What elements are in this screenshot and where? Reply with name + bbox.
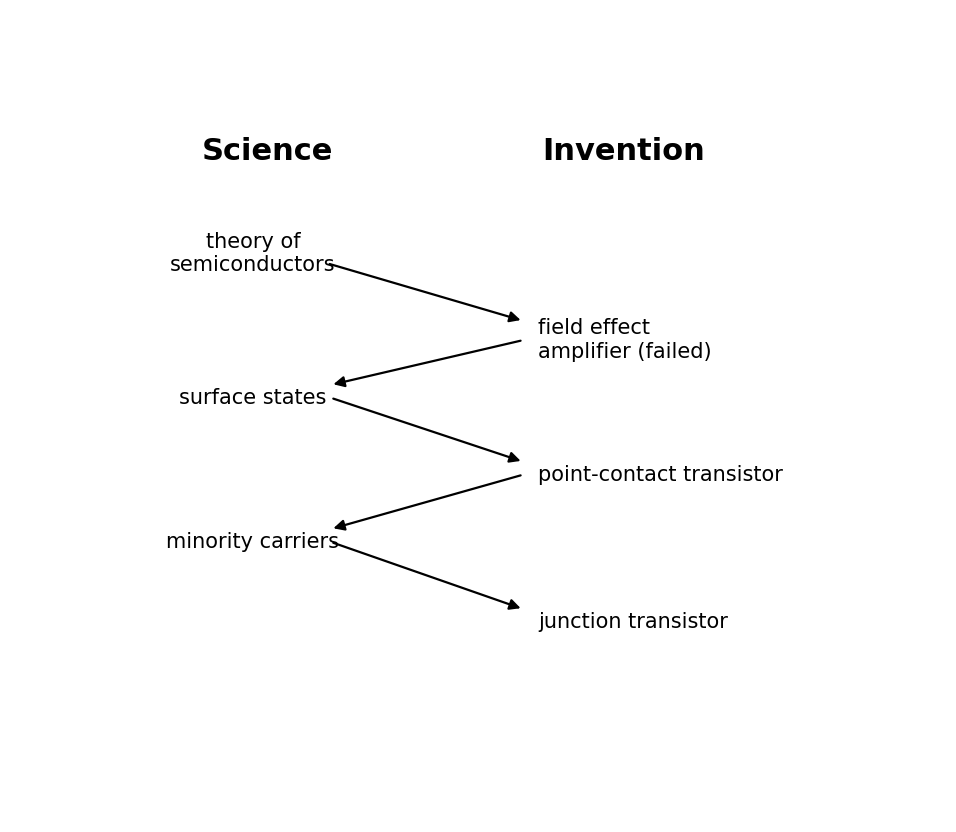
Text: junction transistor: junction transistor (538, 612, 728, 632)
Text: Science: Science (202, 136, 334, 166)
Text: field effect
amplifier (failed): field effect amplifier (failed) (538, 319, 711, 362)
Text: theory of
semiconductors: theory of semiconductors (170, 232, 336, 275)
Text: Invention: Invention (542, 136, 705, 166)
Text: minority carriers: minority carriers (166, 532, 339, 552)
Text: point-contact transistor: point-contact transistor (538, 464, 783, 484)
Text: surface states: surface states (179, 388, 327, 408)
